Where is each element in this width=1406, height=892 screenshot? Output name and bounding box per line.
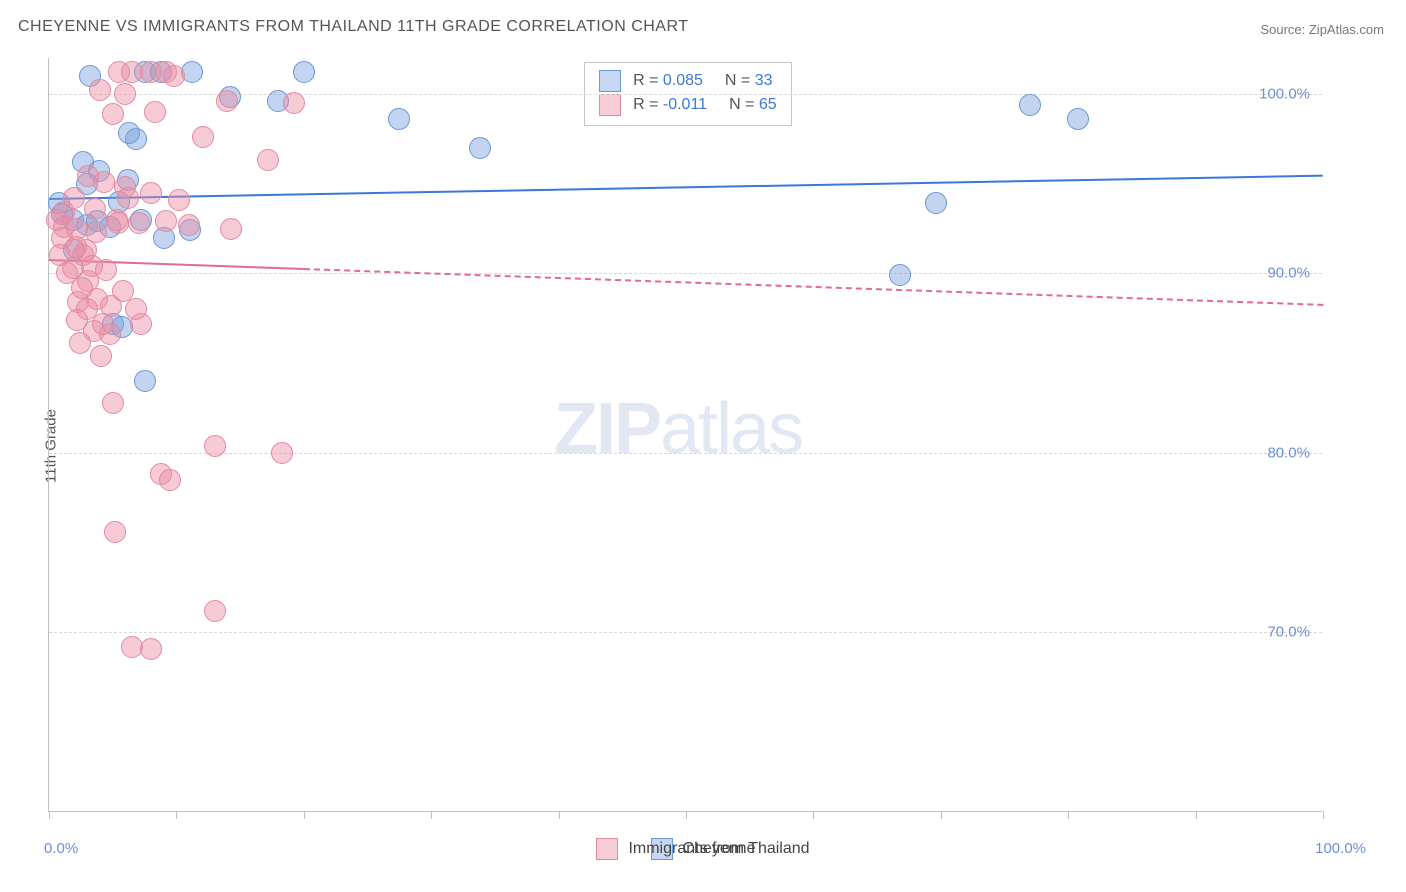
watermark: ZIPatlas (554, 388, 802, 470)
scatter-point (192, 126, 214, 148)
r-value: 0.085 (663, 72, 703, 89)
legend-swatch (596, 838, 618, 860)
scatter-point (114, 83, 136, 105)
r-label: R = -0.011 (633, 93, 707, 117)
y-tick-label: 80.0% (1267, 444, 1310, 461)
scatter-point (159, 469, 181, 491)
watermark-zip: ZIP (554, 389, 660, 469)
n-label: N = 33 (725, 69, 773, 93)
series-swatch (599, 70, 621, 92)
x-tick (813, 811, 814, 819)
gridline (49, 632, 1322, 633)
chart-title: CHEYENNE VS IMMIGRANTS FROM THAILAND 11T… (18, 18, 689, 36)
scatter-point (144, 101, 166, 123)
scatter-point (118, 122, 140, 144)
n-label: N = 65 (729, 93, 777, 117)
scatter-point (102, 392, 124, 414)
scatter-point (283, 92, 305, 114)
scatter-point (93, 171, 115, 193)
scatter-point (216, 90, 238, 112)
scatter-point (104, 521, 126, 543)
series-swatch (599, 94, 621, 116)
x-tick (176, 811, 177, 819)
scatter-point (925, 192, 947, 214)
plot-area: ZIPatlas R = 0.085 N = 33 R = -0.011 N = 65… (48, 58, 1322, 812)
x-tick (1068, 811, 1069, 819)
scatter-point (204, 600, 226, 622)
x-tick (941, 811, 942, 819)
scatter-point (178, 214, 200, 236)
x-tick (431, 811, 432, 819)
scatter-point (204, 435, 226, 457)
scatter-point (84, 198, 106, 220)
x-tick (559, 811, 560, 819)
scatter-point (90, 345, 112, 367)
source-link[interactable]: ZipAtlas.com (1309, 22, 1384, 37)
scatter-point (388, 108, 410, 130)
watermark-atlas: atlas (660, 389, 802, 469)
x-tick (1323, 811, 1324, 819)
scatter-point (134, 370, 156, 392)
scatter-point (106, 209, 128, 231)
scatter-point (69, 332, 91, 354)
source-attribution: Source: ZipAtlas.com (1260, 22, 1384, 37)
scatter-point (140, 182, 162, 204)
y-tick-label: 70.0% (1267, 624, 1310, 641)
scatter-point (102, 103, 124, 125)
scatter-point (469, 137, 491, 159)
scatter-point (155, 210, 177, 232)
x-axis-max-label: 100.0% (1315, 840, 1366, 857)
scatter-point (1067, 108, 1089, 130)
source-prefix: Source: (1260, 22, 1308, 37)
scatter-point (293, 61, 315, 83)
scatter-point (257, 149, 279, 171)
scatter-point (128, 212, 150, 234)
scatter-point (81, 255, 103, 277)
legend-label: Immigrants from Thailand (628, 840, 809, 858)
scatter-point (271, 442, 293, 464)
gridline (49, 453, 1322, 454)
x-tick (1196, 811, 1197, 819)
scatter-point (89, 79, 111, 101)
r-label: R = 0.085 (633, 69, 703, 93)
scatter-point (889, 264, 911, 286)
scatter-point (117, 187, 139, 209)
scatter-point (168, 189, 190, 211)
x-axis-min-label: 0.0% (44, 840, 78, 857)
scatter-point (99, 323, 121, 345)
y-tick-label: 90.0% (1267, 265, 1310, 282)
n-value: 33 (755, 72, 773, 89)
gridline (49, 273, 1322, 274)
trend-line (49, 175, 1323, 200)
scatter-point (85, 221, 107, 243)
scatter-point (1019, 94, 1041, 116)
n-value: 65 (759, 96, 777, 113)
scatter-point (163, 65, 185, 87)
x-tick (49, 811, 50, 819)
scatter-point (63, 187, 85, 209)
scatter-point (125, 298, 147, 320)
r-value: -0.011 (663, 96, 707, 113)
stats-row: R = 0.085 N = 33 (599, 69, 777, 93)
scatter-point (220, 218, 242, 240)
x-tick (686, 811, 687, 819)
scatter-point (140, 638, 162, 660)
scatter-point (71, 277, 93, 299)
legend-item: Immigrants from Thailand (596, 838, 809, 860)
stats-row: R = -0.011 N = 65 (599, 93, 777, 117)
x-tick (304, 811, 305, 819)
y-tick-label: 100.0% (1259, 85, 1310, 102)
